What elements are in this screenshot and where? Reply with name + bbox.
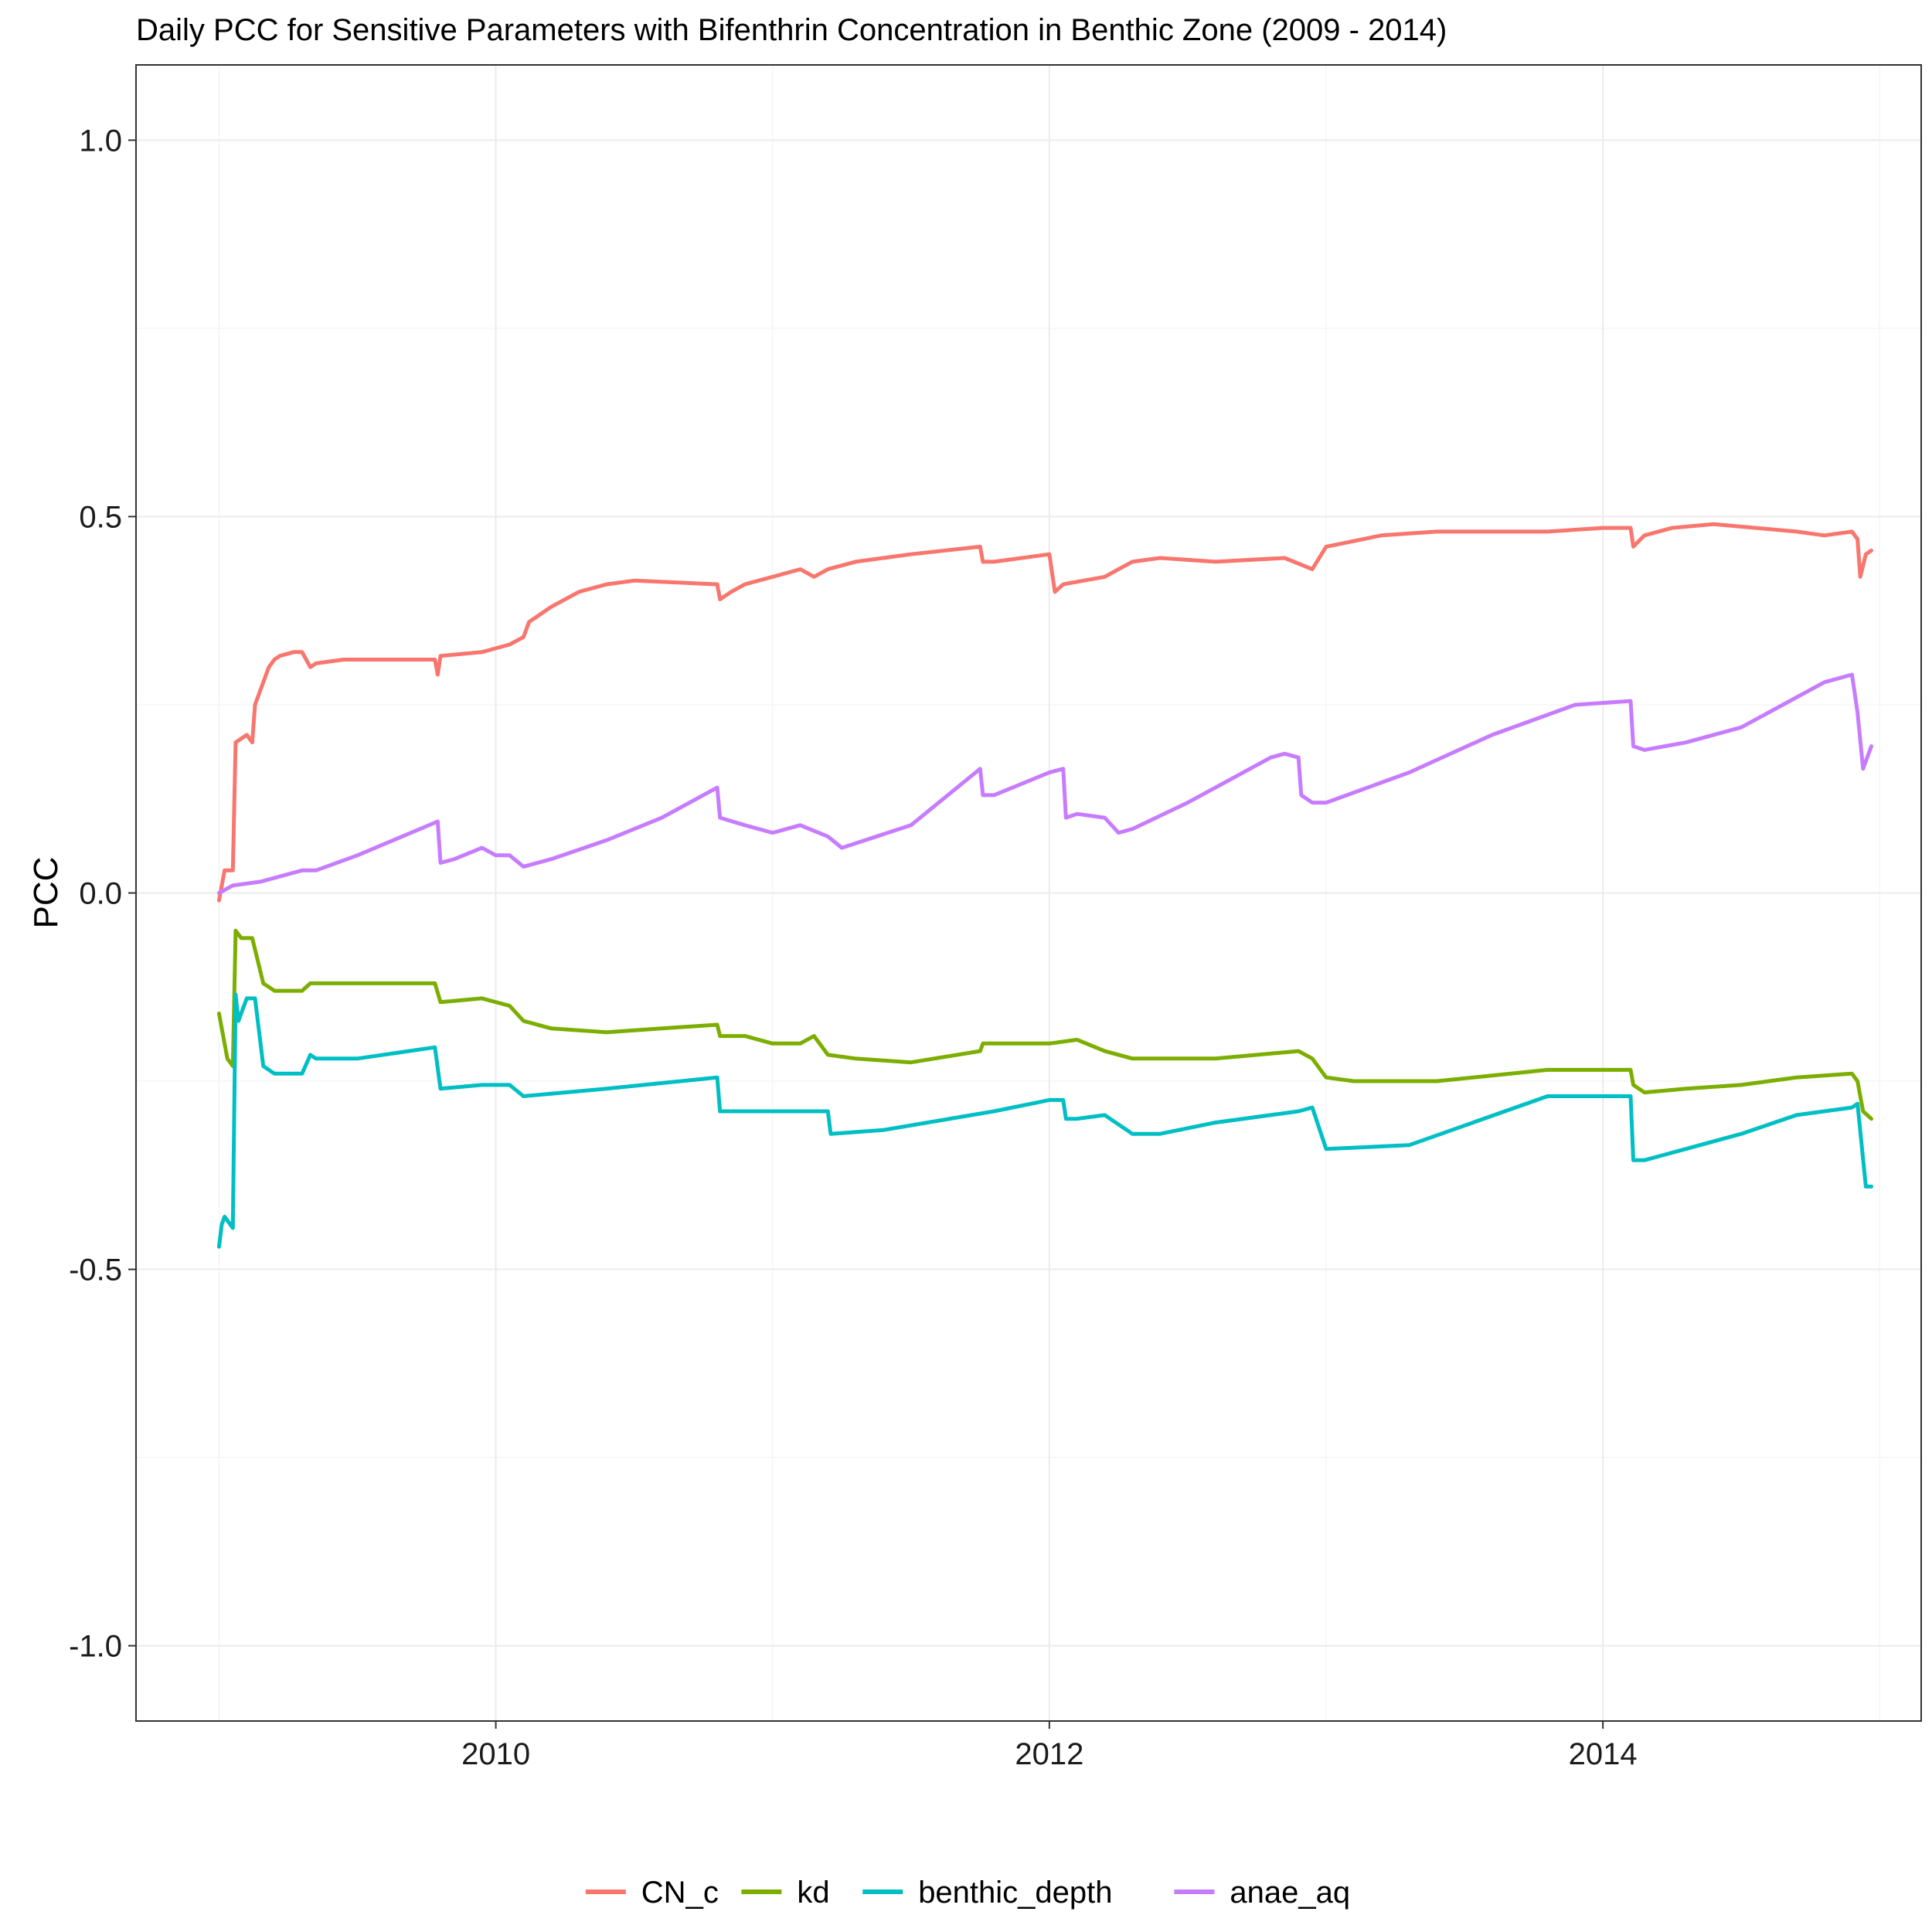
x-tick-label: 2010 [461, 1737, 530, 1771]
legend-label-kd: kd [797, 1876, 829, 1910]
series-lines [216, 522, 1873, 1249]
x-tick-label: 2012 [1015, 1737, 1083, 1771]
legend-label-cn-c: CN_c [641, 1876, 719, 1910]
y-tick-label: -0.5 [69, 1253, 122, 1287]
gridlines [136, 65, 1921, 1721]
x-tick-label: 2014 [1569, 1737, 1638, 1771]
legend: CN_c kd benthic_depth anae_aq [585, 1876, 1350, 1910]
y-tick-label: 1.0 [79, 124, 122, 158]
series-line-cn-c [216, 522, 1873, 903]
series-line-kd [216, 928, 1873, 1121]
chart-title: Daily PCC for Sensitive Parameters with … [136, 13, 1447, 47]
y-tick-label: -1.0 [69, 1630, 122, 1664]
legend-label-benthic-depth: benthic_depth [918, 1876, 1112, 1910]
y-tick-label: 0.5 [79, 500, 122, 534]
y-tick-label: 0.0 [79, 877, 122, 911]
axes: 1.0 0.5 0.0 -0.5 -1.0 2010 2012 2014 [69, 124, 1638, 1771]
series-line-anae-aq [216, 672, 1873, 895]
y-axis-label: PCC [27, 857, 65, 929]
series-line-benthic-depth [216, 992, 1873, 1249]
legend-label-anae-aq: anae_aq [1230, 1876, 1350, 1910]
